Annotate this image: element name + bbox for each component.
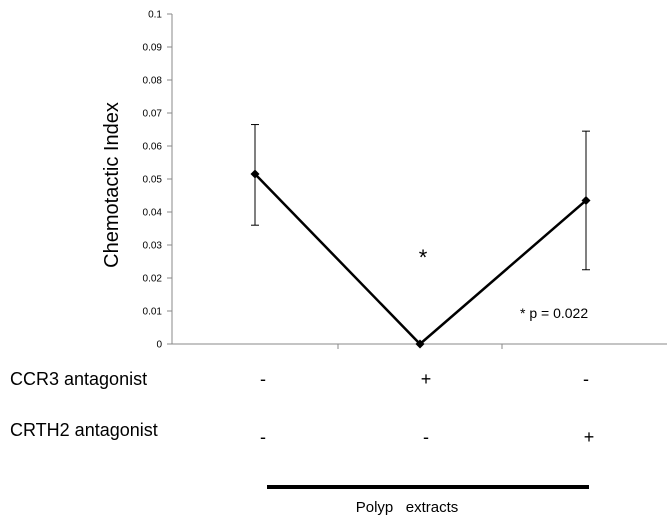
data-point: [581, 195, 591, 205]
y-axis: 0 0.01 0.02 0.03 0.04 0.05 0.06 0.07 0.08 0.09 0.1: [143, 10, 173, 351]
y-tick-label: 0.08: [143, 76, 163, 87]
y-tick-label: 0.02: [143, 274, 163, 285]
significance-marker: *: [419, 245, 428, 270]
y-tick-label: 0.06: [143, 142, 163, 153]
y-tick-label: 0.05: [143, 175, 163, 186]
crth2-sign-2: -: [423, 427, 429, 447]
crth2-sign-3: +: [583, 427, 595, 447]
y-tick-label: 0.09: [143, 43, 163, 54]
y-tick-label: 0.04: [143, 208, 163, 219]
y-tick-label: 0.1: [148, 10, 162, 21]
data-point: [250, 169, 260, 179]
ccr3-antagonist-label: CCR3 antagonist: [10, 369, 148, 389]
data-point: [415, 339, 425, 349]
y-tick-label: 0: [156, 340, 162, 351]
y-tick-label: 0.07: [143, 109, 163, 120]
ccr3-sign-2: +: [420, 369, 432, 389]
ccr3-sign-3: -: [583, 369, 589, 389]
y-axis-label: Chemotactic Index: [101, 102, 123, 268]
crth2-antagonist-label: CRTH2 antagonist: [10, 420, 158, 440]
data-series: [250, 169, 591, 349]
crth2-sign-1: -: [260, 427, 266, 447]
p-value-annotation: * p = 0.022: [520, 305, 589, 321]
group-bracket-bar: [267, 485, 589, 489]
group-label: Polyp extracts: [355, 499, 459, 516]
y-tick-label: 0.03: [143, 241, 163, 252]
y-tick-label: 0.01: [143, 307, 163, 318]
ccr3-sign-1: -: [260, 369, 266, 389]
